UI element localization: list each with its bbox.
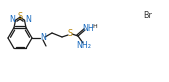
- Text: Br: Br: [143, 10, 152, 20]
- Text: N: N: [9, 15, 15, 24]
- Text: S: S: [17, 12, 23, 21]
- Text: N: N: [40, 33, 46, 42]
- Text: NH₂: NH₂: [77, 41, 91, 50]
- Text: S: S: [67, 29, 73, 38]
- Text: H: H: [93, 24, 97, 29]
- Text: NH: NH: [82, 24, 94, 33]
- Text: N: N: [25, 15, 31, 24]
